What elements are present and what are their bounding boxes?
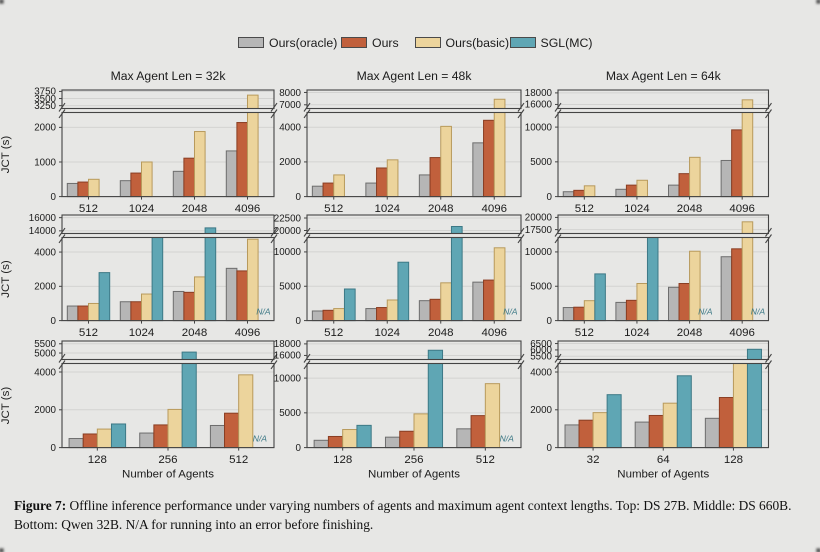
- svg-text:4000: 4000: [530, 368, 552, 379]
- svg-text:18000: 18000: [274, 340, 302, 351]
- svg-text:5000: 5000: [530, 158, 552, 169]
- svg-text:128: 128: [88, 454, 107, 466]
- svg-text:3750: 3750: [34, 87, 56, 98]
- svg-text:512: 512: [476, 454, 495, 466]
- svg-text:10000: 10000: [274, 248, 302, 259]
- svg-text:N/A: N/A: [698, 307, 713, 317]
- svg-text:16000: 16000: [274, 351, 302, 362]
- svg-text:2000: 2000: [530, 405, 552, 416]
- svg-text:14000: 14000: [29, 227, 57, 238]
- svg-text:Number of Agents: Number of Agents: [122, 469, 214, 481]
- svg-text:0: 0: [547, 316, 553, 327]
- svg-text:0: 0: [51, 192, 57, 203]
- svg-text:5000: 5000: [279, 409, 301, 420]
- svg-text:Max Agent Len = 48k: Max Agent Len = 48k: [357, 69, 473, 83]
- svg-text:2000: 2000: [279, 158, 301, 169]
- svg-text:16000: 16000: [525, 100, 553, 111]
- svg-text:0: 0: [51, 443, 57, 454]
- svg-text:2000: 2000: [34, 282, 56, 293]
- svg-text:128: 128: [724, 454, 743, 466]
- svg-text:10000: 10000: [525, 123, 553, 134]
- svg-text:128: 128: [333, 454, 352, 466]
- svg-text:17500: 17500: [525, 225, 553, 236]
- svg-text:5500: 5500: [34, 339, 56, 350]
- svg-text:0: 0: [296, 443, 302, 454]
- svg-text:16000: 16000: [29, 213, 57, 224]
- svg-text:10000: 10000: [274, 374, 302, 385]
- svg-text:Number of Agents: Number of Agents: [368, 469, 460, 481]
- svg-text:4000: 4000: [279, 123, 301, 134]
- svg-text:64: 64: [657, 454, 670, 466]
- svg-text:6500: 6500: [530, 339, 552, 350]
- svg-text:4000: 4000: [34, 248, 56, 259]
- svg-text:0: 0: [51, 316, 57, 327]
- svg-text:0: 0: [296, 316, 302, 327]
- svg-text:5000: 5000: [279, 282, 301, 293]
- svg-text:18000: 18000: [525, 89, 553, 100]
- svg-text:20000: 20000: [525, 213, 553, 224]
- svg-text:20000: 20000: [274, 226, 302, 237]
- svg-text:32: 32: [587, 454, 600, 466]
- svg-text:256: 256: [404, 454, 423, 466]
- svg-text:N/A: N/A: [751, 307, 766, 317]
- svg-text:Max Agent Len = 32k: Max Agent Len = 32k: [111, 69, 227, 83]
- svg-text:22500: 22500: [274, 214, 302, 225]
- svg-text:JCT (s): JCT (s): [0, 387, 12, 425]
- svg-text:10000: 10000: [525, 248, 553, 259]
- svg-text:8000: 8000: [279, 88, 301, 99]
- svg-text:2000: 2000: [34, 123, 56, 134]
- svg-text:JCT (s): JCT (s): [0, 136, 12, 174]
- svg-text:Max Agent Len = 64k: Max Agent Len = 64k: [606, 69, 722, 83]
- svg-text:0: 0: [547, 192, 553, 203]
- svg-text:7000: 7000: [279, 100, 301, 111]
- svg-text:1000: 1000: [34, 158, 56, 169]
- svg-text:0: 0: [547, 443, 553, 454]
- svg-text:4000: 4000: [34, 368, 56, 379]
- svg-text:5000: 5000: [530, 282, 552, 293]
- svg-text:0: 0: [296, 192, 302, 203]
- svg-text:256: 256: [158, 454, 177, 466]
- svg-text:Number of Agents: Number of Agents: [617, 469, 709, 481]
- svg-text:JCT (s): JCT (s): [0, 261, 12, 299]
- svg-text:2000: 2000: [34, 405, 56, 416]
- svg-text:512: 512: [229, 454, 248, 466]
